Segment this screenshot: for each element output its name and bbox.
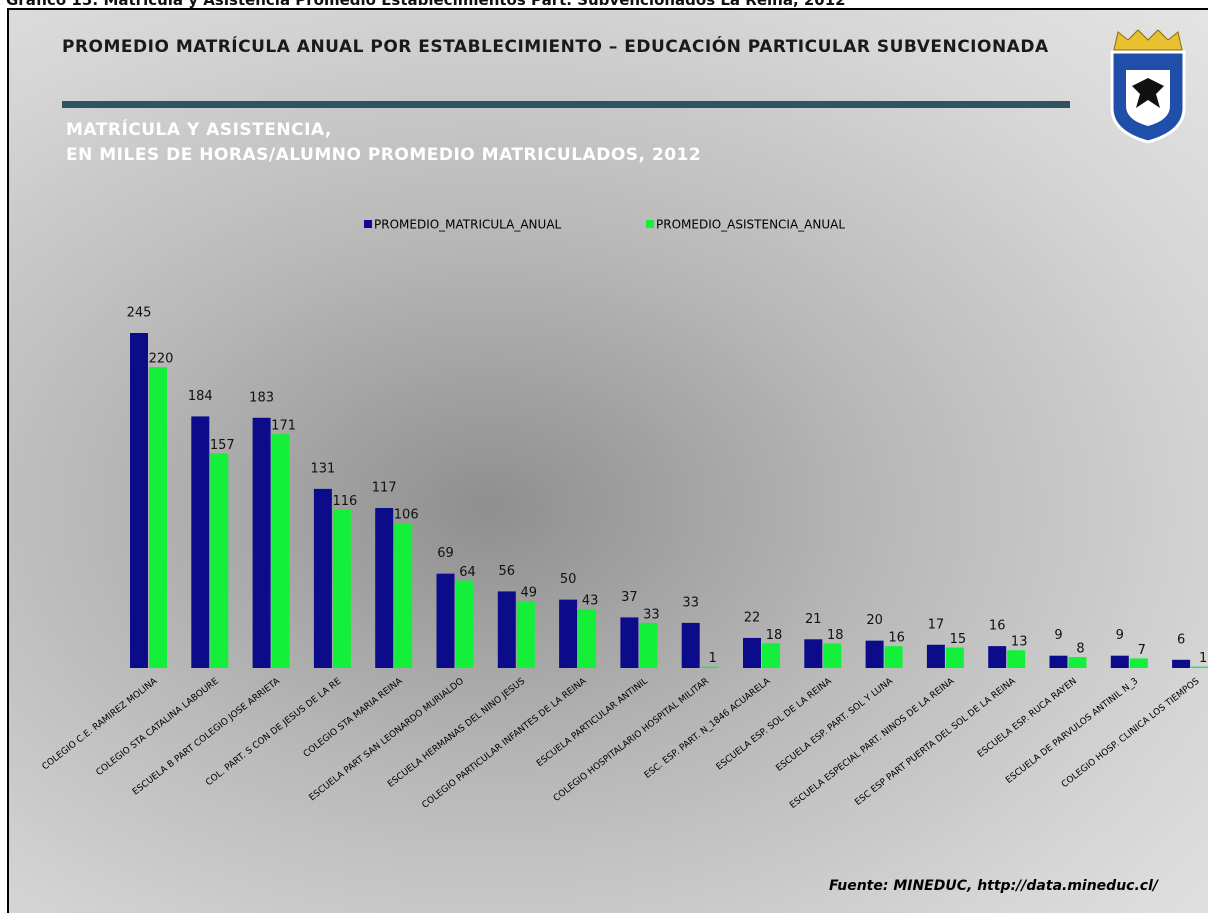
- bar: [823, 643, 842, 668]
- chart-title: PROMEDIO MATRÍCULA ANUAL POR ESTABLECIMI…: [62, 37, 1049, 57]
- data-label: 18: [827, 628, 844, 643]
- bar: [1068, 657, 1087, 668]
- bar: [926, 644, 945, 668]
- bar: [681, 622, 700, 668]
- bar: [313, 488, 332, 668]
- data-label: 56: [499, 564, 516, 579]
- x-tick-label: ESCUELA HERMANAS DEL NINO JESUS: [386, 676, 527, 789]
- x-tick-label: ESCUELA PARTICULAR ANTINIL: [535, 676, 650, 769]
- bar: [762, 643, 780, 668]
- data-label: 13: [1011, 635, 1028, 650]
- data-label: 18: [766, 628, 783, 643]
- data-label: 49: [521, 586, 538, 601]
- data-label: 43: [582, 594, 599, 609]
- bar: [497, 591, 516, 668]
- x-tick-label: ESCUELA ESP. SOL DE LA REINA: [715, 676, 835, 773]
- caption: Gráfico 15: Matrícula y Asistencia Prome…: [6, 0, 846, 9]
- data-label: 131: [310, 461, 335, 476]
- data-label: 171: [271, 419, 296, 434]
- data-label: 20: [866, 613, 883, 628]
- x-tick-label: COLEGIO C.E. RAMIREZ MOLINA: [41, 676, 161, 772]
- bar: [1049, 655, 1068, 668]
- bar: [865, 640, 884, 668]
- bar: [988, 646, 1007, 668]
- data-label: 184: [188, 389, 213, 404]
- data-label: 15: [950, 632, 967, 647]
- data-label: 17: [928, 617, 945, 632]
- x-tick-label: ESCUELA ESP. PART. SOL Y LUNA: [774, 676, 895, 774]
- data-label: 245: [127, 306, 152, 321]
- data-label: 33: [643, 607, 660, 622]
- x-tick-label: COL. PART. S CON DE JESUS DE LA RE: [204, 676, 343, 788]
- bar: [884, 646, 903, 668]
- data-label: 50: [560, 572, 577, 587]
- bar: [639, 622, 658, 668]
- bar: [271, 434, 290, 668]
- data-label: 183: [249, 390, 274, 405]
- bar: [1191, 666, 1208, 668]
- data-label: 6: [1177, 632, 1185, 647]
- bar: [516, 601, 535, 668]
- bar: [559, 599, 578, 668]
- data-label: 157: [210, 438, 235, 453]
- bar: [578, 609, 597, 668]
- data-label: 9: [1116, 628, 1124, 643]
- bar: [455, 580, 474, 668]
- subtitle-line: EN MILES DE HORAS/ALUMNO PROMEDIO MATRIC…: [66, 145, 702, 165]
- bar: [945, 647, 964, 668]
- data-label: 8: [1076, 642, 1084, 657]
- data-label: 1: [1199, 651, 1207, 666]
- bar: [700, 666, 719, 668]
- data-label: 7: [1138, 643, 1146, 658]
- source: Fuente: MINEDUC, http://data.mineduc.cl/: [829, 878, 1158, 894]
- x-tick-label: COLEGIO STA CATALINA LABOURE: [95, 676, 221, 778]
- x-tick-label: COLEGIO STA MARIA REINA: [302, 676, 405, 760]
- legend-label: PROMEDIO_ASISTENCIA_ANUAL: [656, 218, 845, 232]
- bar: [743, 637, 761, 668]
- data-label: 117: [372, 481, 397, 496]
- title-rule: [62, 101, 1070, 108]
- data-label: 9: [1054, 628, 1062, 643]
- x-tick-label: COLEGIO HOSP. CLINICA LOS TIEMPOS: [1060, 676, 1202, 790]
- bar: [375, 508, 394, 668]
- bar: [252, 417, 271, 668]
- data-label: 21: [805, 612, 822, 627]
- bar: [1129, 658, 1148, 668]
- bar: [436, 573, 455, 668]
- legend-swatch: [364, 220, 372, 228]
- bar: [620, 617, 639, 668]
- data-label: 106: [394, 508, 419, 523]
- bar: [149, 367, 167, 668]
- bar: [394, 523, 413, 668]
- data-label: 220: [149, 352, 174, 367]
- data-label: 69: [437, 546, 454, 561]
- data-label: 33: [682, 595, 699, 610]
- bar: [1007, 650, 1026, 668]
- data-label: 16: [888, 631, 905, 646]
- x-tick-label: ESCUELA DE PARVULOS ANTINIL N_3: [1004, 676, 1140, 785]
- bar: [130, 333, 148, 668]
- bar: [1110, 655, 1129, 668]
- bar: [191, 416, 210, 668]
- bar: [804, 639, 823, 668]
- data-label: 16: [989, 619, 1006, 634]
- x-tick-label: ESC. ESP. PART. N_1846 ACUARELA: [643, 676, 773, 781]
- logo: [1110, 29, 1186, 144]
- x-tick-label: ESCUELA ESP. RUCA RAYEN: [976, 676, 1079, 759]
- subtitle: MATRÍCULA Y ASISTENCIA, EN MILES DE HORA…: [66, 118, 701, 168]
- legend-label: PROMEDIO_MATRICULA_ANUAL: [374, 218, 562, 232]
- data-label: 116: [332, 494, 357, 509]
- data-label: 64: [459, 565, 476, 580]
- data-label: 22: [744, 610, 761, 625]
- data-label: 1: [709, 651, 717, 666]
- bar: [210, 453, 229, 668]
- data-label: 37: [621, 590, 638, 605]
- bar: [332, 509, 351, 668]
- bar: [1172, 659, 1191, 668]
- legend-swatch: [646, 220, 654, 228]
- subtitle-line: MATRÍCULA Y ASISTENCIA,: [66, 120, 332, 140]
